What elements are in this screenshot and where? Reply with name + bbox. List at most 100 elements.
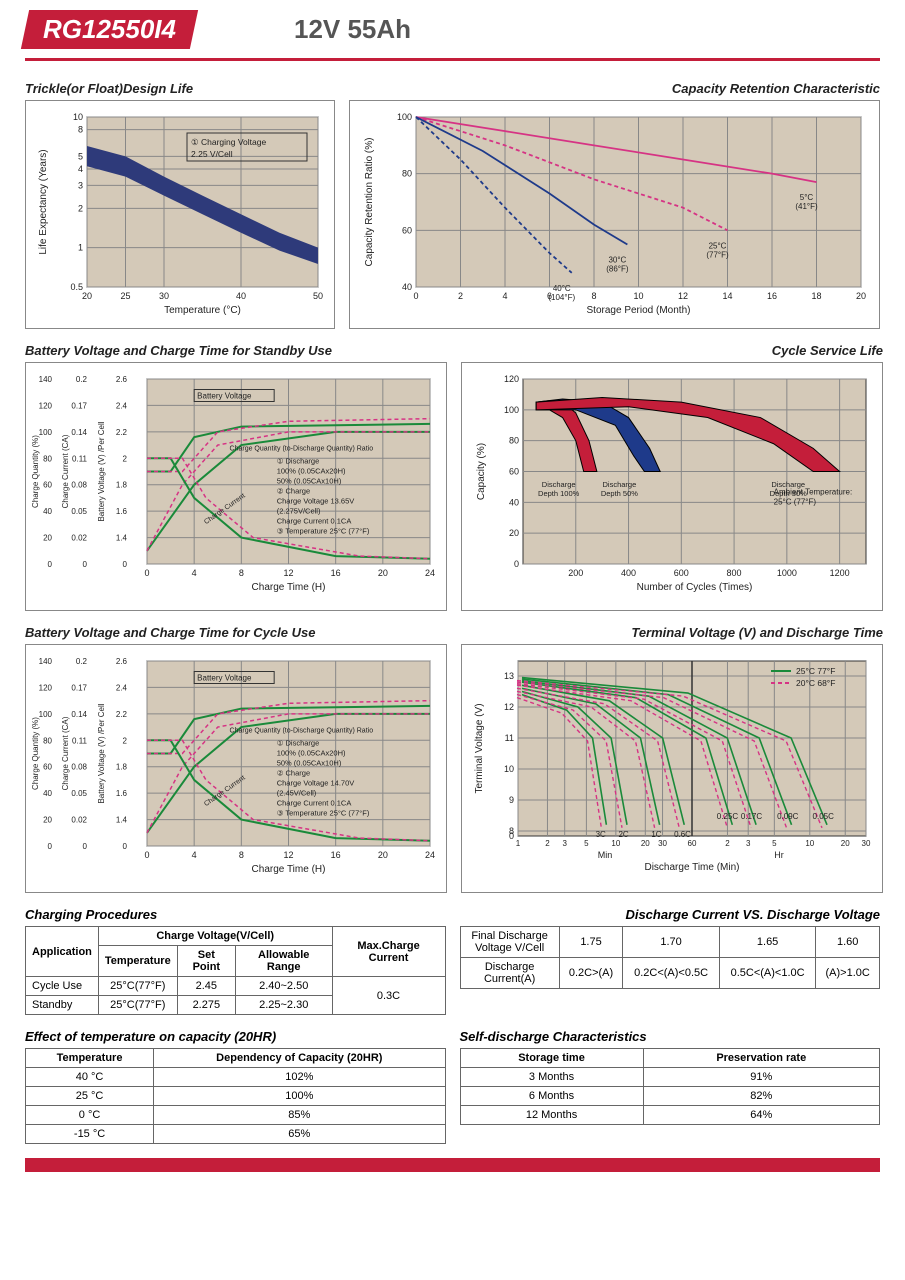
svg-text:2: 2: [123, 736, 128, 745]
svg-text:1.8: 1.8: [116, 763, 128, 772]
svg-text:Charge Time (H): Charge Time (H): [252, 864, 326, 875]
svg-text:1200: 1200: [830, 568, 850, 578]
svg-text:Depth 50%: Depth 50%: [601, 489, 638, 498]
svg-text:3: 3: [562, 839, 567, 848]
svg-text:0.14: 0.14: [71, 710, 87, 719]
svg-text:140: 140: [39, 657, 53, 666]
svg-text:Battery Voltage: Battery Voltage: [197, 674, 252, 683]
svg-text:40: 40: [402, 282, 412, 292]
svg-text:40: 40: [43, 789, 52, 798]
svg-text:800: 800: [727, 568, 742, 578]
svg-text:40: 40: [509, 497, 519, 507]
svg-text:Charge Current 0.1CA: Charge Current 0.1CA: [277, 517, 352, 526]
svg-text:Discharge Time (Min): Discharge Time (Min): [644, 862, 739, 873]
svg-text:1.8: 1.8: [116, 481, 128, 490]
table-title-temp-capacity: Effect of temperature on capacity (20HR): [25, 1029, 446, 1044]
table-self-discharge: Storage timePreservation rate3 Months91%…: [460, 1048, 881, 1125]
svg-text:80: 80: [402, 169, 412, 179]
svg-text:120: 120: [504, 374, 519, 384]
table-title-self-discharge: Self-discharge Characteristics: [460, 1029, 881, 1044]
svg-text:24: 24: [425, 850, 435, 860]
svg-text:0.6C: 0.6C: [674, 830, 691, 839]
svg-text:③ Temperature 25°C (77°F): ③ Temperature 25°C (77°F): [277, 527, 370, 536]
svg-text:40°C: 40°C: [553, 284, 571, 293]
svg-text:0.05: 0.05: [71, 789, 87, 798]
svg-text:0.05C: 0.05C: [813, 812, 835, 821]
svg-text:4: 4: [192, 850, 197, 860]
model-badge: RG12550I4: [21, 10, 198, 49]
svg-text:100: 100: [39, 710, 53, 719]
svg-text:10: 10: [633, 291, 643, 301]
svg-text:8: 8: [239, 568, 244, 578]
svg-text:50% (0.05CAx10H): 50% (0.05CAx10H): [277, 477, 342, 486]
svg-text:2: 2: [123, 454, 128, 463]
svg-text:0.2: 0.2: [76, 657, 88, 666]
svg-text:1C: 1C: [651, 830, 661, 839]
svg-text:0: 0: [123, 560, 128, 569]
svg-text:4: 4: [502, 291, 507, 301]
svg-text:50% (0.05CAx10H): 50% (0.05CAx10H): [277, 759, 342, 768]
svg-text:Depth 100%: Depth 100%: [538, 489, 580, 498]
svg-text:3: 3: [78, 180, 83, 190]
svg-text:(86°F): (86°F): [606, 265, 629, 274]
svg-text:Terminal Voltage (V): Terminal Voltage (V): [474, 703, 485, 793]
svg-text:0: 0: [83, 560, 88, 569]
svg-text:0.08: 0.08: [71, 763, 87, 772]
svg-text:0: 0: [48, 842, 53, 851]
svg-text:0.17C: 0.17C: [741, 812, 763, 821]
svg-text:0.11: 0.11: [72, 454, 88, 463]
chart-title-trickle: Trickle(or Float)Design Life: [25, 81, 335, 96]
svg-text:200: 200: [568, 568, 583, 578]
svg-text:12: 12: [504, 702, 514, 712]
svg-text:80: 80: [509, 436, 519, 446]
svg-text:Capacity Retention Ratio (%): Capacity Retention Ratio (%): [364, 138, 375, 267]
svg-text:Charge Voltage 14.70V: Charge Voltage 14.70V: [277, 779, 355, 788]
svg-text:② Charge: ② Charge: [277, 769, 310, 778]
svg-text:Charge Current (CA): Charge Current (CA): [61, 716, 70, 790]
svg-text:20: 20: [378, 850, 388, 860]
svg-text:60: 60: [402, 225, 412, 235]
svg-text:0.17: 0.17: [71, 683, 87, 692]
svg-text:10: 10: [504, 764, 514, 774]
svg-text:600: 600: [674, 568, 689, 578]
svg-text:2: 2: [458, 291, 463, 301]
svg-text:(2.275V/Cell): (2.275V/Cell): [277, 507, 321, 516]
svg-text:2.6: 2.6: [116, 657, 128, 666]
svg-text:0.02: 0.02: [71, 534, 87, 543]
svg-text:Charge Current 0.1CA: Charge Current 0.1CA: [277, 799, 352, 808]
svg-text:1.4: 1.4: [116, 534, 128, 543]
svg-text:20: 20: [841, 839, 850, 848]
svg-text:0.02: 0.02: [71, 816, 87, 825]
svg-text:60: 60: [43, 481, 52, 490]
svg-text:4: 4: [78, 164, 83, 174]
svg-text:4: 4: [192, 568, 197, 578]
svg-text:8: 8: [78, 125, 83, 135]
svg-text:3C: 3C: [596, 830, 606, 839]
svg-text:20: 20: [43, 534, 52, 543]
svg-text:16: 16: [767, 291, 777, 301]
svg-text:8: 8: [591, 291, 596, 301]
svg-text:16: 16: [331, 568, 341, 578]
svg-text:20°C 68°F: 20°C 68°F: [796, 678, 835, 688]
svg-text:Charge Quantity (to-Discharge: Charge Quantity (to-Discharge Quantity) …: [230, 727, 374, 734]
header-rule: [25, 58, 880, 61]
svg-text:20: 20: [82, 291, 92, 301]
svg-text:2C: 2C: [618, 830, 628, 839]
svg-text:3: 3: [746, 839, 751, 848]
table-title-charging: Charging Procedures: [25, 907, 446, 922]
svg-text:1: 1: [516, 839, 521, 848]
svg-text:0: 0: [48, 560, 53, 569]
chart-title-cycle-life: Cycle Service Life: [461, 343, 883, 358]
svg-text:400: 400: [621, 568, 636, 578]
svg-text:60: 60: [688, 839, 697, 848]
svg-text:14: 14: [722, 291, 732, 301]
svg-text:40: 40: [43, 507, 52, 516]
svg-text:2.4: 2.4: [116, 401, 128, 410]
svg-text:0: 0: [144, 568, 149, 578]
svg-text:Capacity (%): Capacity (%): [476, 443, 487, 500]
table-title-discharge-iv: Discharge Current VS. Discharge Voltage: [460, 907, 881, 922]
svg-text:Temperature (°C): Temperature (°C): [164, 305, 241, 316]
chart-title-retention: Capacity Retention Characteristic: [349, 81, 880, 96]
chart-cycle-charge: 0481216202402040608010012014000.020.050.…: [25, 644, 447, 893]
svg-text:Battery Voltage (V) /Per Cell: Battery Voltage (V) /Per Cell: [97, 703, 106, 803]
